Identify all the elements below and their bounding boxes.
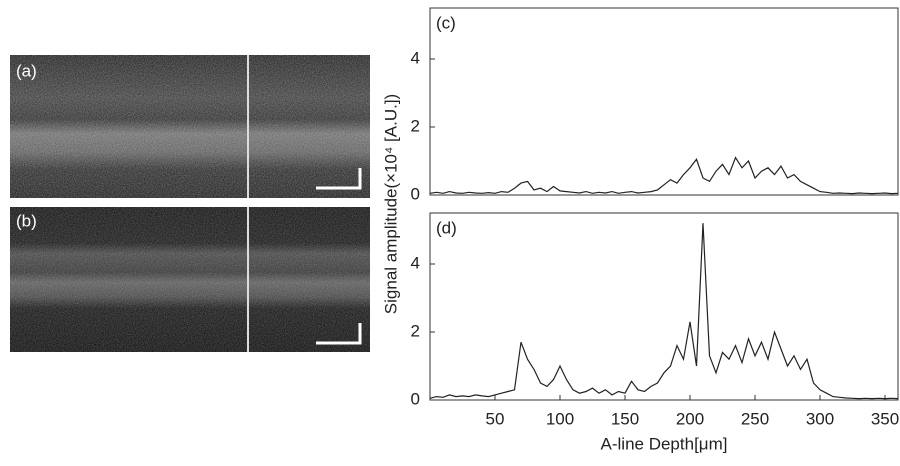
y-tick-label: 0 bbox=[411, 389, 420, 408]
data-line bbox=[429, 223, 899, 400]
panel-label: (d) bbox=[436, 218, 457, 237]
y-tick-label: 4 bbox=[411, 48, 420, 67]
y-tick-label: 2 bbox=[411, 116, 420, 135]
data-line bbox=[429, 156, 899, 195]
y-tick-label: 4 bbox=[411, 253, 420, 272]
x-tick-label: 250 bbox=[741, 409, 769, 428]
scale-bar bbox=[316, 168, 362, 190]
plot-frame bbox=[429, 7, 899, 196]
y-axis-label: Signal amplitude(×10⁴ [A.U.]) bbox=[381, 94, 400, 314]
scale-bar bbox=[316, 323, 362, 345]
image-b-noise bbox=[10, 207, 370, 352]
x-tick-label: 150 bbox=[611, 409, 639, 428]
oct-image-a: (a) bbox=[10, 55, 370, 198]
oct-image-b: (b) bbox=[10, 207, 370, 352]
panel-label: (b) bbox=[16, 211, 37, 230]
x-tick-label: 350 bbox=[871, 409, 899, 428]
y-tick-label: 2 bbox=[411, 321, 420, 340]
y-tick-label: 0 bbox=[411, 184, 420, 203]
x-tick-label: 100 bbox=[546, 409, 574, 428]
plot-frame bbox=[429, 212, 899, 401]
x-tick-label: 200 bbox=[676, 409, 704, 428]
x-tick-label: 50 bbox=[486, 409, 505, 428]
image-a-noise bbox=[10, 55, 370, 198]
panel-label: (a) bbox=[16, 61, 37, 80]
x-tick-label: 300 bbox=[806, 409, 834, 428]
x-axis-label: A-line Depth[μm] bbox=[601, 434, 728, 453]
panel-label: (c) bbox=[436, 13, 456, 32]
